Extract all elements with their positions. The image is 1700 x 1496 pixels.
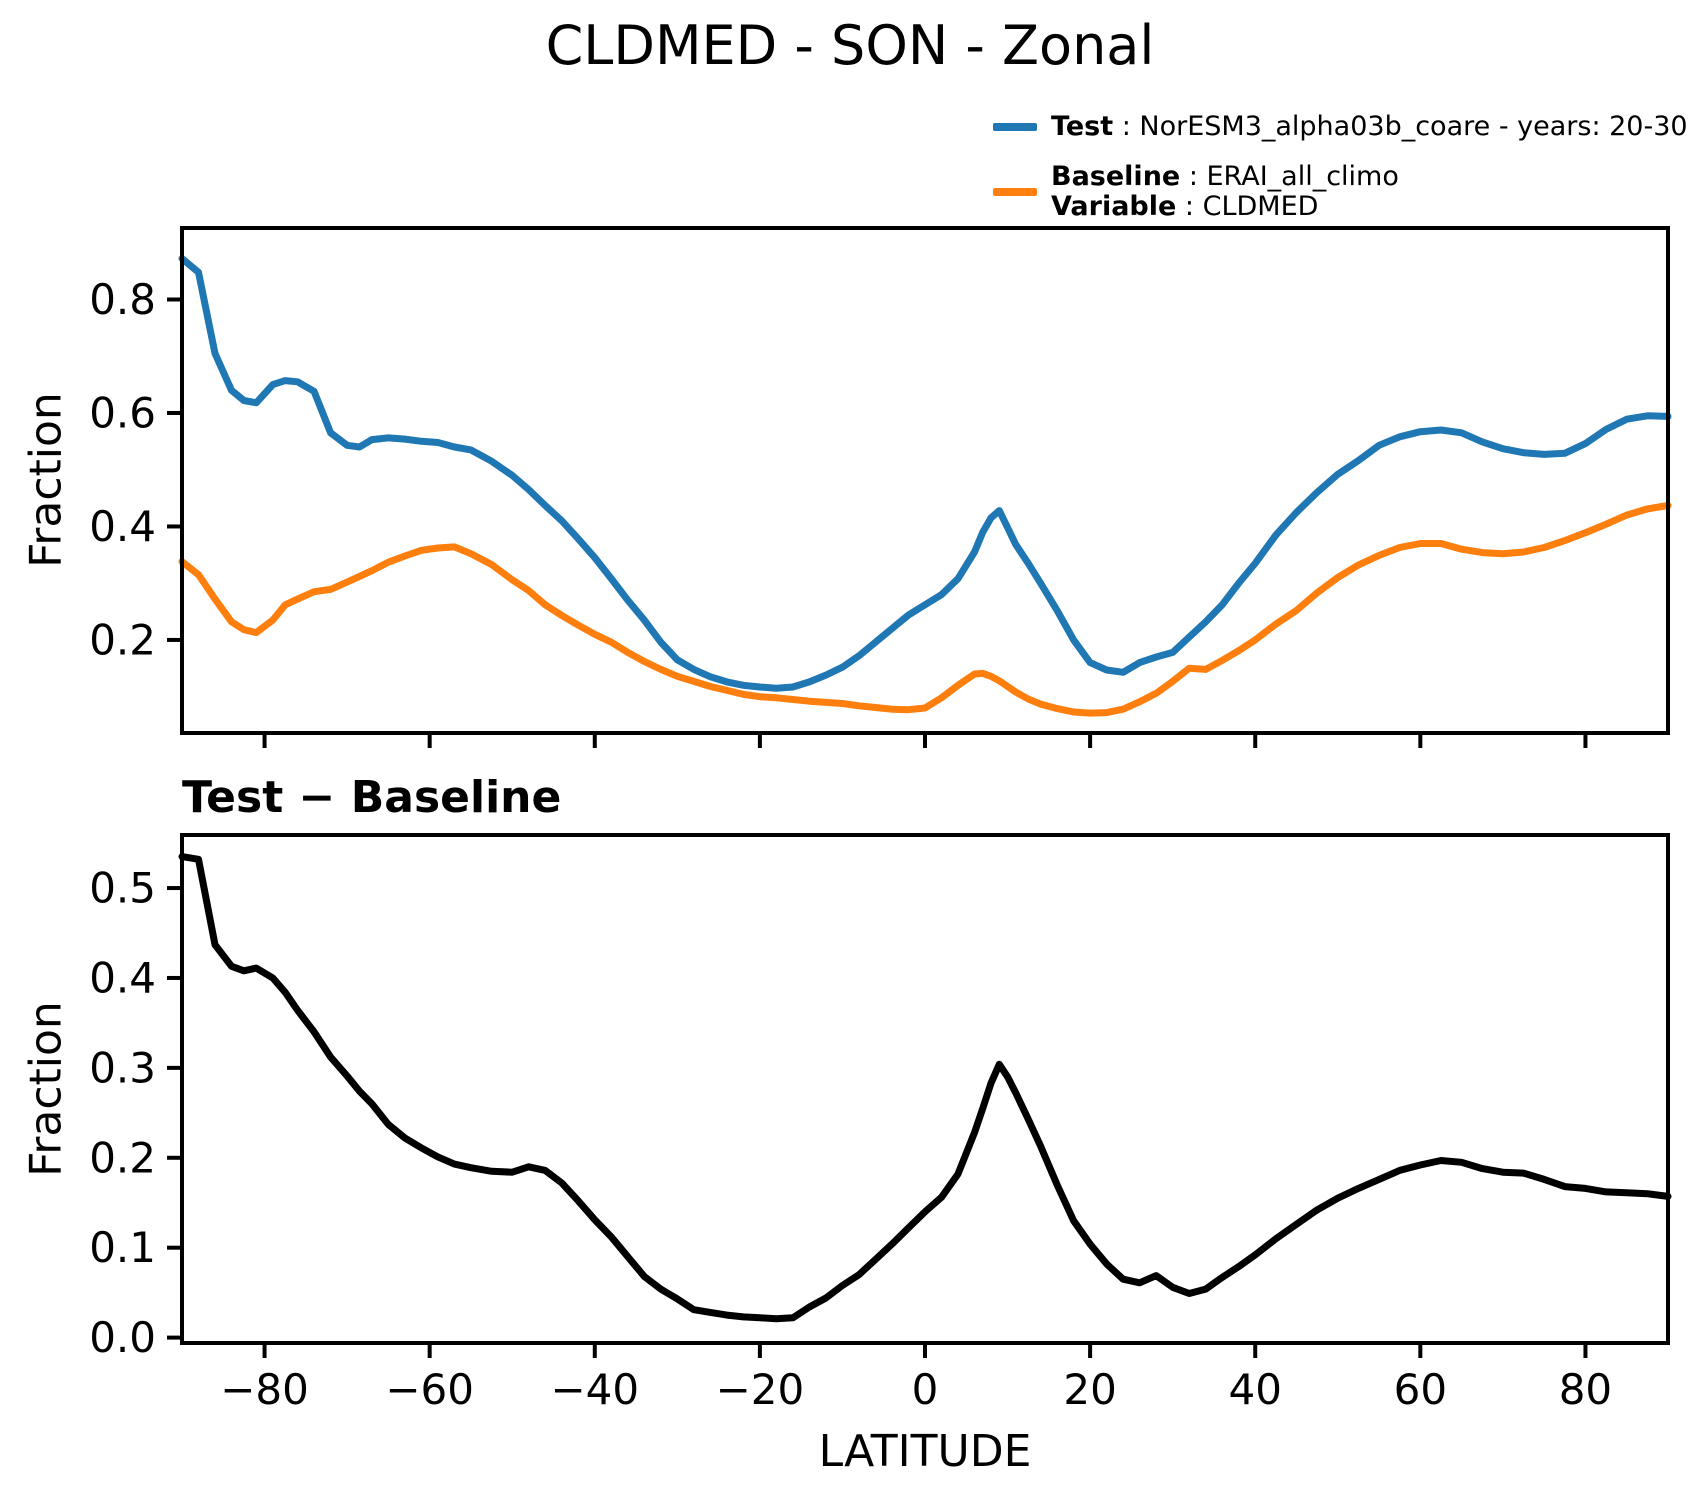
svg-text:0.6: 0.6	[89, 388, 156, 437]
svg-text:40: 40	[1228, 1365, 1281, 1414]
svg-text:0.4: 0.4	[89, 502, 156, 551]
bottom-panel-ylabel: Fraction	[20, 1001, 72, 1177]
svg-text:0.8: 0.8	[89, 275, 156, 324]
svg-text:0.2: 0.2	[89, 615, 156, 664]
top-panel-ylabel: Fraction	[20, 392, 72, 568]
legend-variable-rest: : CLDMED	[1176, 191, 1319, 222]
svg-text:0.1: 0.1	[89, 1223, 156, 1272]
svg-text:0.0: 0.0	[89, 1313, 156, 1362]
svg-text:60: 60	[1394, 1365, 1447, 1414]
svg-text:−80: −80	[220, 1365, 309, 1414]
svg-text:−60: −60	[385, 1365, 474, 1414]
top-panel-chart: 0.2 0.4 0.6 0.8	[89, 226, 1672, 748]
figure-title: CLDMED - SON - Zonal	[545, 14, 1155, 77]
legend: Test : NorESM3_alpha03b_coare - years: 2…	[993, 112, 1688, 222]
legend-baseline-rest: : ERAI_all_climo	[1180, 161, 1399, 192]
legend-variable-label: Variable	[1051, 191, 1177, 222]
svg-text:80: 80	[1559, 1365, 1612, 1414]
svg-text:−20: −20	[716, 1365, 805, 1414]
svg-text:0: 0	[912, 1365, 939, 1414]
legend-test-label: Test	[1051, 111, 1114, 142]
legend-test-rest: : NorESM3_alpha03b_coare - years: 20-30	[1113, 111, 1688, 142]
bottom-panel-chart: −80 −60 −40 −20 0 20 40 60 80 0.0 0.1 0.2 0.3 0.4 0.5	[89, 833, 1672, 1414]
legend-test-text: Test : NorESM3_alpha03b_coare - years: 2…	[1051, 112, 1688, 142]
legend-entry-test: Test : NorESM3_alpha03b_coare - years: 2…	[993, 112, 1688, 142]
svg-text:0.2: 0.2	[89, 1133, 156, 1182]
svg-text:0.5: 0.5	[89, 864, 156, 913]
svg-text:−40: −40	[550, 1365, 639, 1414]
legend-baseline-label: Baseline	[1051, 161, 1181, 192]
legend-baseline-text: Baseline : ERAI_all_climo Variable : CLDM…	[1051, 162, 1399, 222]
legend-test-line-swatch	[993, 123, 1037, 131]
x-axis-label: LATITUDE	[818, 1426, 1032, 1477]
svg-text:0.4: 0.4	[89, 953, 156, 1002]
svg-text:20: 20	[1063, 1365, 1116, 1414]
svg-text:0.3: 0.3	[89, 1043, 156, 1092]
legend-baseline-line-swatch	[993, 188, 1037, 196]
bottom-panel-title: Test − Baseline	[182, 772, 562, 823]
legend-entry-baseline: Baseline : ERAI_all_climo Variable : CLDM…	[993, 162, 1688, 222]
